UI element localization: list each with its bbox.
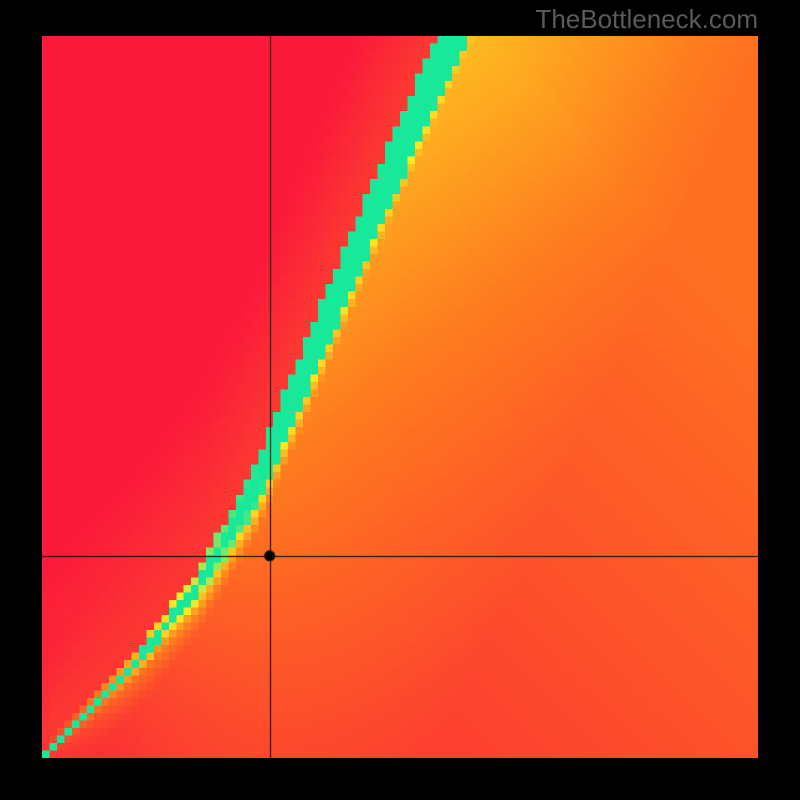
chart-container: TheBottleneck.com <box>0 0 800 800</box>
bottleneck-heatmap <box>42 36 758 758</box>
watermark-text: TheBottleneck.com <box>535 4 758 35</box>
